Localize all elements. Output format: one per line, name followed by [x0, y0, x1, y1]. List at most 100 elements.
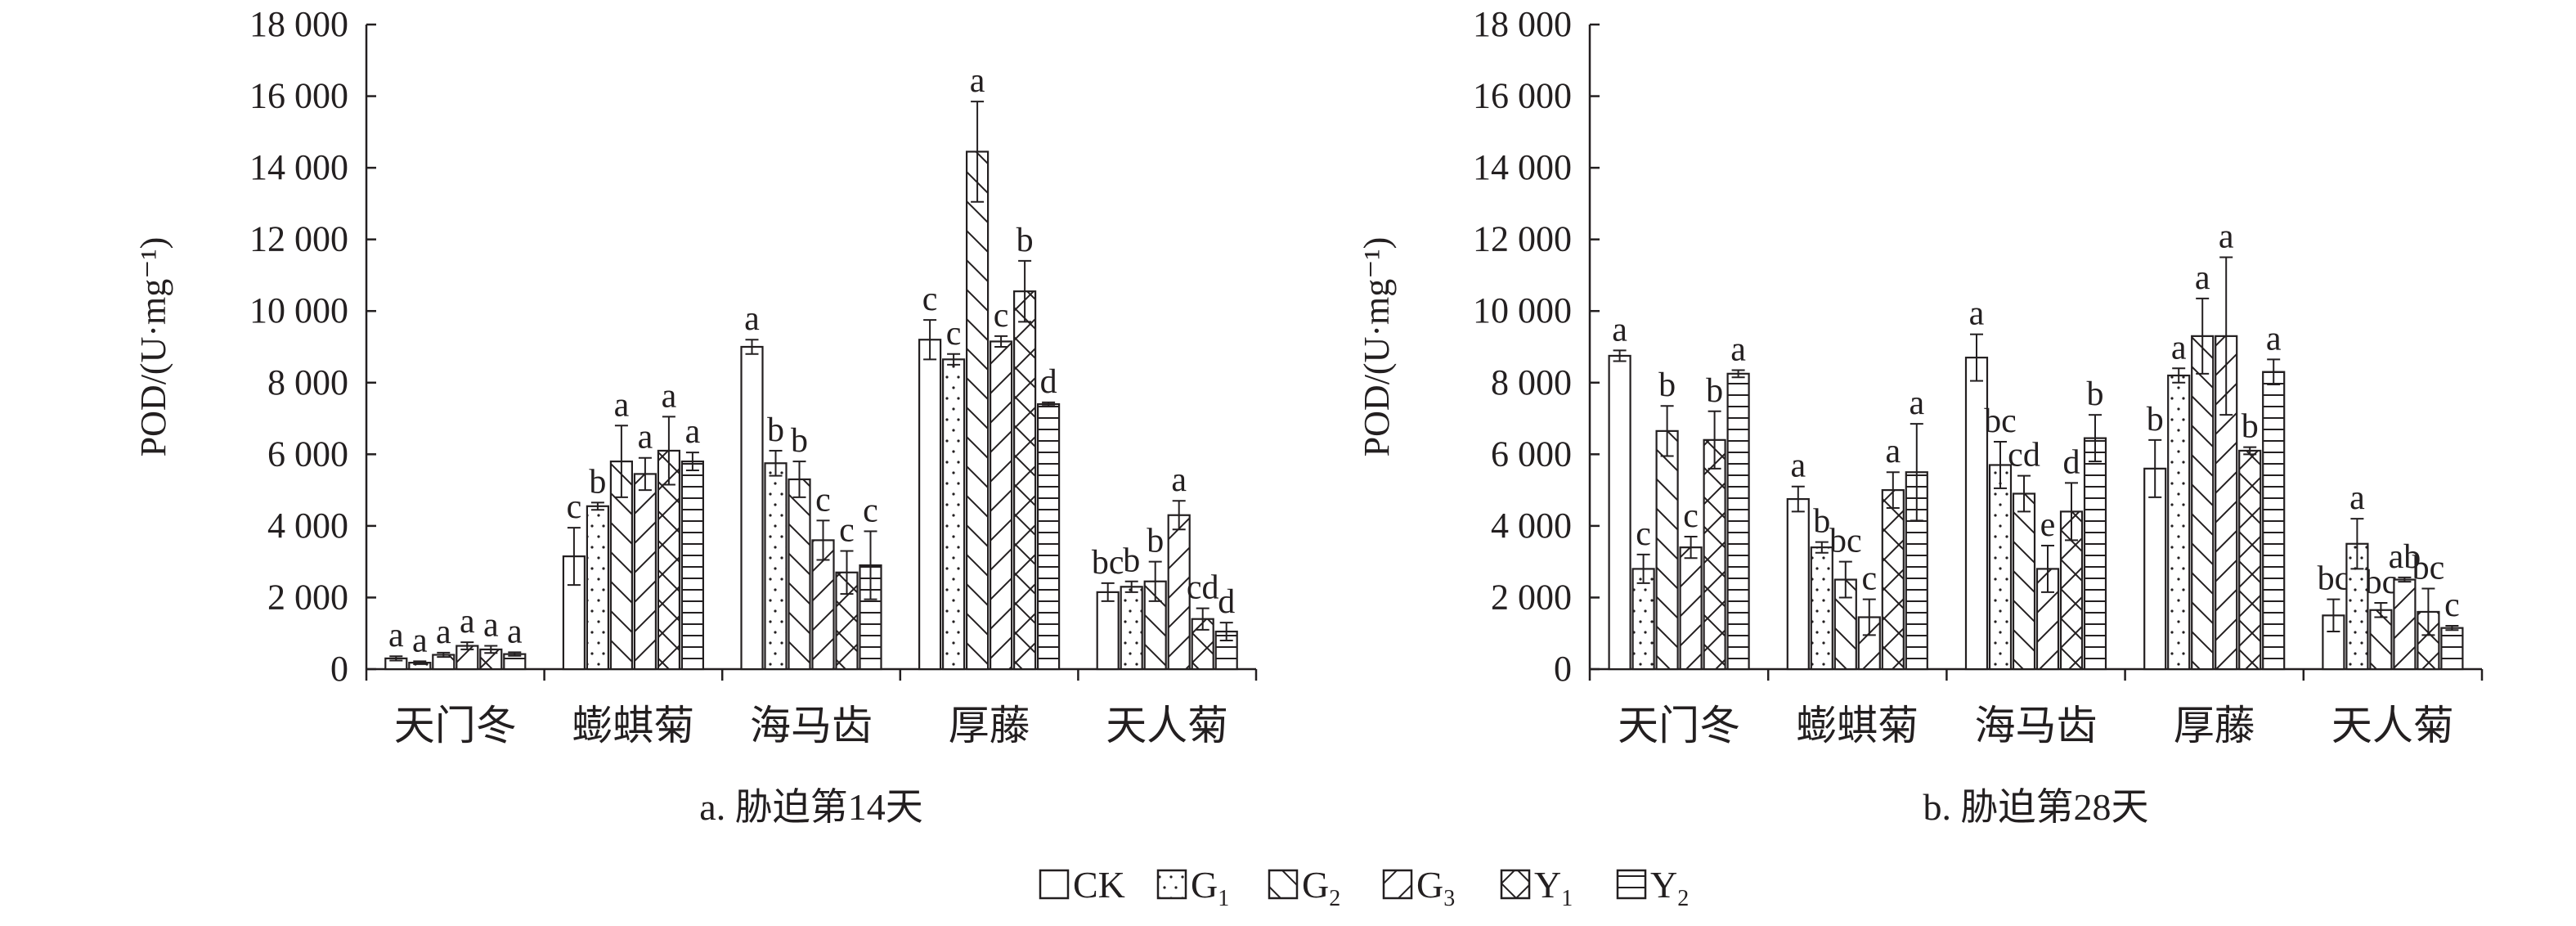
y-axis-title: POD/(U·mg⁻¹): [1357, 237, 1397, 457]
significance-letter: a: [2171, 329, 2187, 366]
significance-letter: b: [1658, 366, 1676, 404]
significance-letter: b: [791, 422, 808, 460]
legend-label-main: Y: [1534, 864, 1561, 906]
bar-g2: [2369, 609, 2393, 671]
bar-y1: [657, 449, 681, 671]
category-label: 厚藤: [2174, 703, 2255, 748]
y-tick-label: 16 000: [1473, 76, 1572, 116]
significance-letter: a: [1730, 330, 1746, 368]
category-label: 蟛蜞菊: [572, 703, 694, 748]
legend-swatch-g2: [1268, 869, 1299, 900]
significance-letter: cd: [1187, 569, 1219, 607]
significance-letter: a: [1171, 461, 1187, 499]
y-tick-label: 0: [330, 649, 348, 689]
bar-g3: [456, 645, 479, 671]
y-tick-label: 2 000: [1491, 577, 1572, 617]
legend-label-main: Y: [1650, 864, 1677, 906]
significance-letter: bc: [1829, 523, 1862, 560]
bar-y2: [2083, 437, 2107, 671]
bar-ck: [2322, 614, 2345, 671]
bar-ck: [918, 339, 942, 671]
bar-y1: [1881, 489, 1905, 671]
significance-letter: a: [2219, 218, 2234, 256]
bar-g2: [2191, 335, 2215, 671]
bar-y2: [859, 564, 882, 671]
significance-letter: a: [685, 413, 701, 451]
bar-ck: [1608, 354, 1631, 671]
significance-letter: bc: [2318, 560, 2350, 598]
significance-letter: d: [1040, 363, 1057, 401]
y-tick-label: 14 000: [249, 147, 348, 187]
significance-letter: c: [922, 281, 938, 318]
legend-swatch-y2: [1616, 869, 1647, 900]
y-axis-title: POD/(U·mg⁻¹): [133, 237, 173, 457]
y-tick-label: 18 000: [1473, 4, 1572, 44]
legend-label-subscript: 1: [1561, 886, 1573, 911]
significance-letter: a: [388, 617, 404, 654]
bar-g1: [1120, 586, 1143, 671]
legend: CK G1 G2 G3 Y1 Y2: [1039, 864, 1689, 911]
significance-letter: c: [946, 315, 962, 353]
y-tick-label: 0: [1554, 649, 1572, 689]
bar-y2: [2262, 371, 2286, 671]
significance-letter: ab: [2389, 538, 2421, 576]
bar-g1: [941, 358, 966, 671]
bar-g2: [788, 478, 811, 671]
bar-g1: [586, 505, 610, 671]
category-label: 蟛蜞菊: [1796, 703, 1919, 748]
bar-ck: [1786, 497, 1810, 671]
significance-letter: d: [2063, 443, 2080, 481]
category-label: 厚藤: [949, 703, 1030, 748]
significance-letter: bc: [1984, 402, 2017, 440]
significance-letter: c: [815, 481, 831, 519]
significance-letter: bc: [1092, 544, 1124, 582]
significance-letter: b: [1706, 372, 1723, 410]
bar-y2: [2440, 627, 2464, 671]
significance-letter: b: [1813, 503, 1830, 541]
significance-letter: a: [970, 62, 985, 100]
legend-label: G2: [1302, 864, 1340, 911]
y-tick-label: 4 000: [1491, 506, 1572, 546]
significance-letter: bc: [2412, 550, 2445, 587]
bar-y1: [1012, 290, 1037, 671]
panel-b-day28: 0 2 000 4 000 6 000 8 000 10 000 12 000 14 000 1…: [1357, 4, 2484, 828]
bar-g2: [1655, 429, 1679, 671]
legend-swatch-y1: [1500, 869, 1531, 900]
legend-swatch-g1: [1156, 869, 1187, 900]
legend-label-subscript: 3: [1443, 886, 1455, 911]
legend-label-subscript: 2: [1329, 886, 1340, 911]
bar-ck: [740, 345, 764, 671]
significance-letter: e: [2040, 506, 2056, 544]
bar-g1: [1810, 546, 1833, 671]
significance-letter: a: [412, 622, 428, 659]
bar-g2: [965, 151, 990, 671]
bar-y1: [2238, 449, 2262, 671]
significance-letter: b: [1123, 542, 1140, 580]
significance-letter: b: [589, 463, 606, 501]
significance-letter: a: [662, 377, 677, 415]
bar-y2: [1726, 372, 1750, 671]
significance-letter: a: [1885, 433, 1901, 470]
y-tick-label: 12 000: [1473, 219, 1572, 259]
significance-letter: c: [1636, 515, 1651, 553]
legend-label-main: G: [1191, 864, 1218, 906]
significance-letter: b: [2087, 375, 2104, 413]
significance-letter: c: [1861, 560, 1877, 598]
legend-label-main: CK: [1073, 864, 1125, 906]
bar-ck: [2143, 467, 2167, 671]
legend-label: Y2: [1650, 864, 1689, 911]
significance-letter: b: [767, 411, 784, 449]
bar-ck: [1096, 591, 1120, 671]
legend-label: Y1: [1534, 864, 1573, 911]
significance-letter: a: [483, 607, 499, 645]
bar-y2: [680, 460, 705, 671]
significance-letter: a: [614, 386, 630, 424]
significance-letter: a: [2195, 259, 2210, 297]
bar-g3: [2393, 578, 2417, 671]
category-label: 天门冬: [394, 703, 517, 748]
legend-label-main: G: [1302, 864, 1329, 906]
y-tick-label: 8 000: [1491, 362, 1572, 402]
significance-letter: a: [1612, 311, 1627, 348]
significance-letter: b: [2242, 408, 2259, 446]
legend-label: CK: [1073, 864, 1125, 906]
